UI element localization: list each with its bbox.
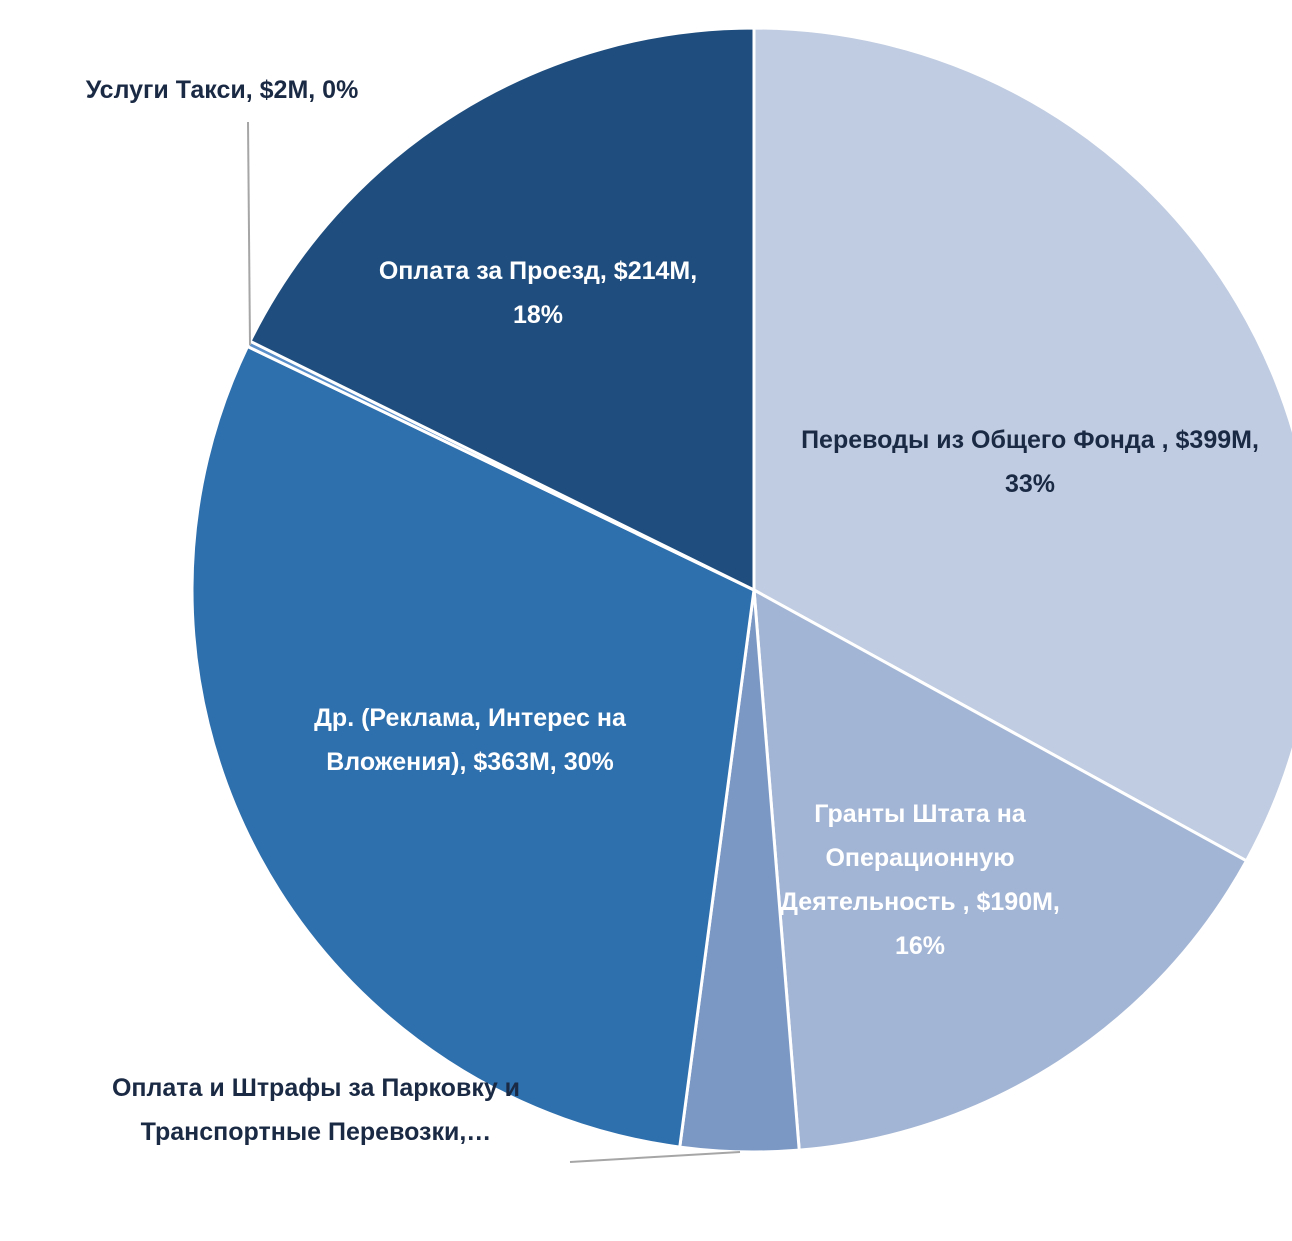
leader-line [569, 1151, 741, 1163]
slice-label: Переводы из Общего Фонда , $399M, 33% [801, 426, 1259, 498]
pie-slice [190, 344, 756, 1149]
pie-slice [248, 26, 756, 593]
pie-slice [752, 26, 1292, 863]
pie-slice [752, 587, 1249, 1152]
slice-label: Гранты Штата на Операционную Деятельност… [780, 800, 1060, 960]
slice-label: Оплата за Проезд, $214M, 18% [378, 257, 698, 329]
leader-line [247, 121, 251, 346]
slice-label: Др. (Реклама, Интерес на Вложения), $363… [314, 704, 626, 776]
slice-label: Оплата и Штрафы за Парковку и Транспортн… [111, 1074, 521, 1146]
slice-label: Услуги Такси, $2M, 0% [85, 76, 359, 104]
